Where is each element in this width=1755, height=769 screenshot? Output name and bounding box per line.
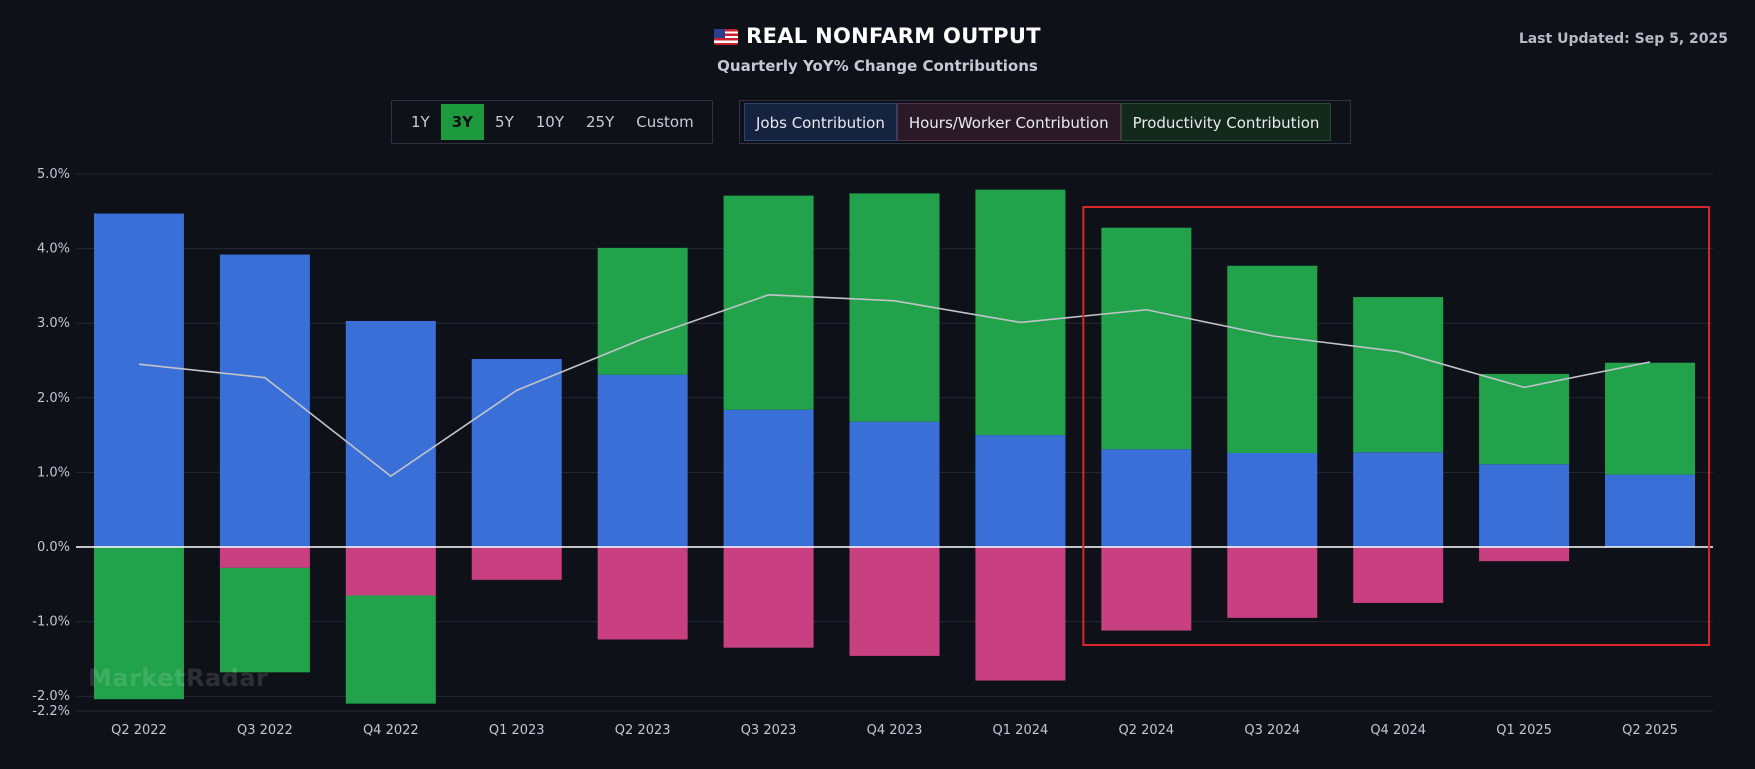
hours-bar xyxy=(345,547,436,596)
legend: Jobs Contribution Hours/Worker Contribut… xyxy=(739,100,1351,144)
watermark-logo: MarketRadar xyxy=(88,664,269,692)
y-tick-label: 5.0% xyxy=(37,167,70,182)
jobs-bar xyxy=(1101,449,1192,547)
highlight-box xyxy=(1082,206,1711,646)
x-tick-label: Q2 2024 xyxy=(1118,723,1174,738)
x-tick-label: Q3 2022 xyxy=(237,723,293,738)
jobs-bar xyxy=(849,421,940,547)
productivity-bar xyxy=(723,195,814,410)
hours-bar xyxy=(1227,547,1318,618)
x-tick-label: Q2 2022 xyxy=(111,723,167,738)
y-tick-label: 3.0% xyxy=(37,316,70,331)
legend-productivity-toggle[interactable]: Productivity Contribution xyxy=(1120,103,1332,141)
productivity-bar xyxy=(219,567,310,673)
last-updated-label: Last Updated: Sep 5, 2025 xyxy=(1518,31,1728,47)
y-tick-label: 1.0% xyxy=(37,465,70,480)
range-selector: 1Y 3Y 5Y 10Y 25Y Custom xyxy=(391,100,713,144)
range-button-5y[interactable]: 5Y xyxy=(495,113,514,131)
jobs-bar xyxy=(1605,474,1696,547)
range-button-10y[interactable]: 10Y xyxy=(535,113,564,131)
productivity-bar xyxy=(975,189,1066,436)
us-flag-icon xyxy=(714,29,739,45)
productivity-bar xyxy=(1605,362,1696,475)
y-tick-label: -2.0% xyxy=(32,689,70,704)
range-button-1y[interactable]: 1Y xyxy=(411,113,430,131)
hours-bar xyxy=(1101,547,1192,631)
jobs-bar xyxy=(1227,453,1318,547)
hours-bar xyxy=(1479,547,1570,562)
x-tick-label: Q1 2025 xyxy=(1496,723,1552,738)
x-tick-label: Q4 2024 xyxy=(1370,723,1426,738)
jobs-bar xyxy=(219,254,310,547)
hours-bar xyxy=(471,547,562,580)
x-tick-label: Q2 2025 xyxy=(1622,723,1678,738)
jobs-bar xyxy=(345,320,436,547)
productivity-bar xyxy=(93,547,184,700)
jobs-bar xyxy=(975,435,1066,547)
range-button-3y[interactable]: 3Y xyxy=(440,104,485,140)
hours-bar xyxy=(597,547,688,640)
productivity-bar xyxy=(597,247,688,375)
y-tick-label: 2.0% xyxy=(37,391,70,406)
hours-bar xyxy=(723,547,814,648)
x-tick-label: Q1 2023 xyxy=(489,723,545,738)
x-tick-label: Q3 2024 xyxy=(1244,723,1300,738)
jobs-bar xyxy=(93,213,184,547)
chart-subtitle: Quarterly YoY% Change Contributions xyxy=(717,57,1038,75)
productivity-bar xyxy=(1353,297,1444,453)
productivity-bar xyxy=(345,595,436,704)
legend-hours-toggle[interactable]: Hours/Worker Contribution xyxy=(896,103,1121,141)
jobs-bar xyxy=(471,359,562,547)
y-tick-label: -1.0% xyxy=(32,615,70,630)
y-tick-label: 0.0% xyxy=(37,540,70,555)
y-tick-label: 4.0% xyxy=(37,242,70,257)
chart-title: REAL NONFARM OUTPUT xyxy=(0,24,1755,48)
chart-title-text: REAL NONFARM OUTPUT xyxy=(746,24,1041,48)
productivity-bar xyxy=(849,193,940,422)
y-tick-label: -2.2% xyxy=(32,704,70,719)
jobs-bar xyxy=(1353,452,1444,547)
productivity-bar xyxy=(1479,373,1570,465)
range-button-custom[interactable]: Custom xyxy=(636,113,694,131)
productivity-bar xyxy=(1227,265,1318,454)
jobs-bar xyxy=(597,374,688,547)
hours-bar xyxy=(219,547,310,568)
jobs-bar xyxy=(1479,464,1570,547)
hours-bar xyxy=(849,547,940,656)
legend-jobs-toggle[interactable]: Jobs Contribution xyxy=(744,103,897,141)
jobs-bar xyxy=(723,409,814,547)
x-tick-label: Q2 2023 xyxy=(615,723,671,738)
chart-header: REAL NONFARM OUTPUT Quarterly YoY% Chang… xyxy=(0,0,1755,80)
x-tick-label: Q1 2024 xyxy=(993,723,1049,738)
hours-bar xyxy=(1353,547,1444,603)
x-tick-label: Q3 2023 xyxy=(741,723,797,738)
productivity-bar xyxy=(1101,227,1192,450)
range-button-25y[interactable]: 25Y xyxy=(586,113,615,131)
x-tick-label: Q4 2022 xyxy=(363,723,419,738)
hours-bar xyxy=(975,547,1066,681)
x-tick-label: Q4 2023 xyxy=(867,723,923,738)
